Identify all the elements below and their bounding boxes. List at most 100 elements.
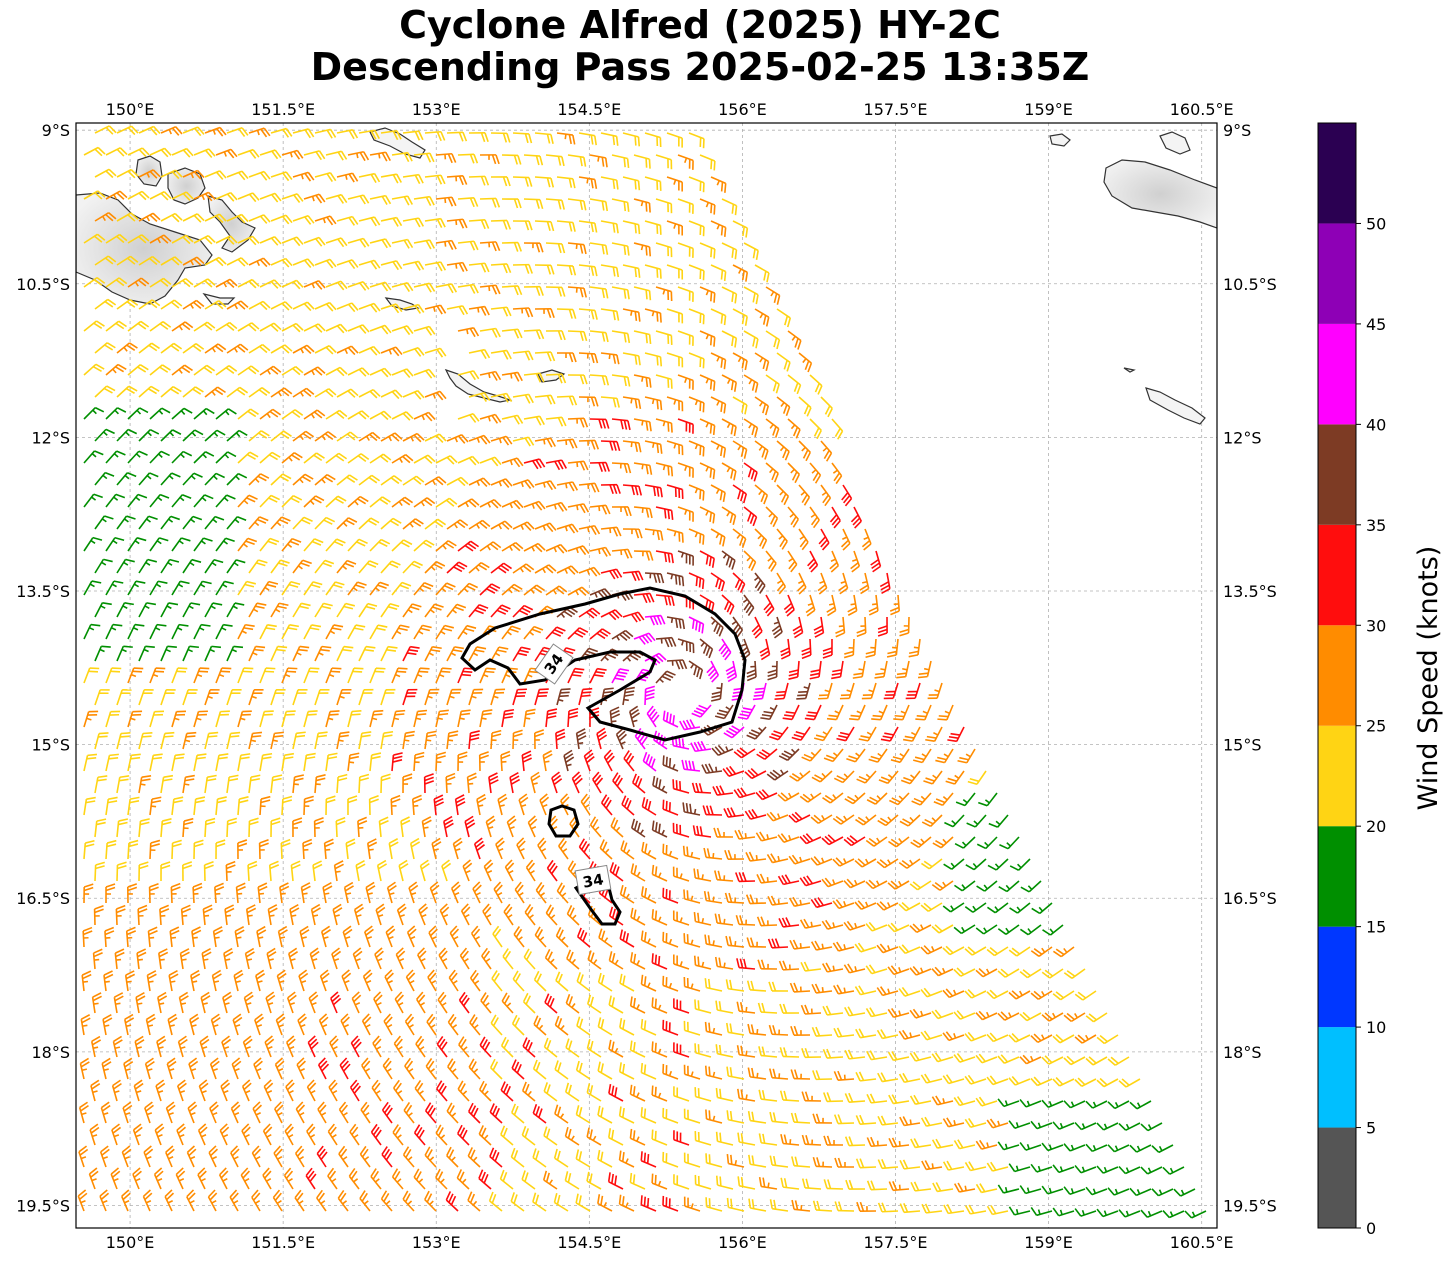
wind-barb [523,242,544,253]
wind-barb [270,214,293,225]
wind-barb [457,153,479,164]
wind-barb [127,277,150,288]
wind-barb [248,300,271,311]
wind-barb [248,127,271,138]
wind-barb [424,304,447,315]
wind-barb [182,169,205,180]
wind-barb [402,173,424,185]
wind-barb [358,259,381,270]
wind-barb [171,191,194,201]
island-guadalcanal [1103,159,1217,229]
wind-barb [589,154,608,168]
wind-barb [193,278,216,288]
wind-barb [182,256,205,266]
lon-tick-top: 157.5°E [864,100,928,119]
wind-barb [138,299,161,310]
wind-barb [578,264,598,277]
wind-barb [688,220,705,237]
wind-barb [303,280,326,290]
wind-barb [402,303,425,314]
wind-barb [435,152,457,164]
wind-barb [545,198,565,210]
wind-barb [116,255,139,266]
wind-barb [611,286,630,300]
wind-barb [237,235,260,246]
lat-tick-right: 9°S [1223,121,1251,140]
colorbar-tick-label: 30 [1366,616,1386,635]
wind-barb [435,239,457,250]
wind-barb [556,264,577,276]
colorbar-bin [1318,725,1356,827]
wind-barb [270,301,293,311]
wind-barb [523,154,544,166]
wind-barb [611,154,630,169]
wind-barb [226,170,249,181]
wind-barb [270,127,293,138]
wind-barb [292,214,315,225]
wind-barb [490,263,512,274]
wind-barb [171,277,194,288]
wind-barb [292,171,315,182]
wind-barb [369,151,391,162]
wind-barb [182,126,205,137]
wind-barb [116,125,139,136]
wind-barb [688,176,705,193]
colorbar: 0 5 10 15 20 25 30 35 40 45 50 Wind Speed (knots) [1317,122,1444,1238]
lat-tick-right: 10.5°S [1223,275,1277,294]
wind-barb [226,257,249,267]
wind-barb [501,285,523,296]
wind-barb [666,220,684,236]
wind-barb [237,278,260,289]
wind-barb [160,256,183,266]
wind-barb [127,190,150,201]
lon-tick-top: 150°E [106,100,155,119]
colorbar-bin [1318,1127,1356,1228]
wind-barb [149,277,172,288]
wind-barb [732,220,749,238]
wind-barb [721,198,738,216]
wind-barb [754,264,770,283]
wind-barb [699,242,716,259]
colorbar-bin [1318,123,1356,224]
map-area[interactable]: 34 34 [75,122,1218,1229]
lon-tick-bottom: 154.5°E [557,1233,621,1252]
wind-barb [160,169,183,180]
wind-barb [699,286,716,303]
wind-barb [347,237,370,248]
wind-barb [336,259,359,270]
wind-barb [237,148,260,159]
wind-barb [369,281,392,292]
wind-barb [721,286,738,304]
wind-barb [248,170,271,181]
colorbar-tick-label: 15 [1366,918,1386,937]
wind-barb [633,198,651,213]
wind-barb [325,237,348,248]
wind-barb [567,154,587,167]
wind-barb [424,261,447,272]
wind-barb [589,242,609,255]
wind-barb [655,242,673,258]
wind-barb [413,282,436,293]
lon-tick-bottom: 159°E [1024,1233,1073,1252]
wind-barb [281,193,304,203]
wind-barb [160,299,183,310]
colorbar-bin [1318,424,1356,525]
wind-barb [556,132,576,145]
wind-barb [336,302,359,313]
wind-barb [710,176,727,193]
lon-tick-top: 156°E [718,100,767,119]
title-line-2: Descending Pass 2025-02-25 13:35Z [310,45,1090,89]
lat-tick-left: 18°S [31,1043,70,1062]
wind-barb [567,242,587,255]
wind-barb [677,242,694,258]
wind-barb [765,286,781,305]
wind-barb [556,176,576,189]
wind-barbs [77,125,1207,1219]
wind-barb [116,168,139,179]
landmasses [76,127,1217,425]
wind-barb [358,216,381,227]
island-russell [1049,133,1071,147]
island-bellona [1123,367,1136,373]
wind-barb [468,219,490,230]
wind-barb [468,262,490,273]
